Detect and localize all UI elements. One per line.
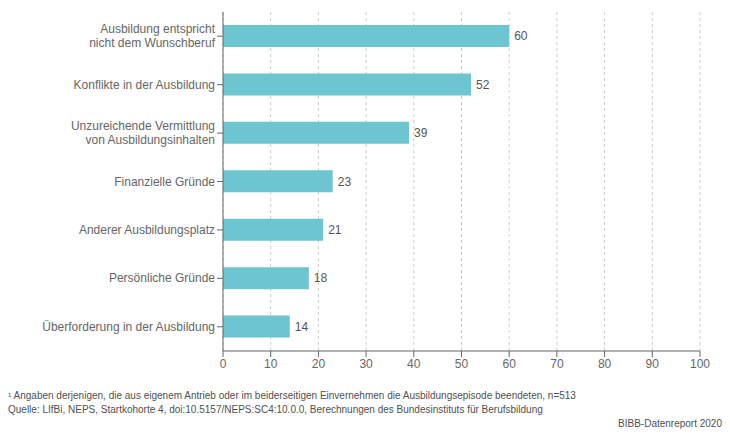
svg-text:30: 30 <box>359 357 373 371</box>
svg-text:70: 70 <box>550 357 564 371</box>
svg-text:14: 14 <box>295 320 309 334</box>
svg-text:50: 50 <box>455 357 469 371</box>
svg-text:Finanzielle Gründe: Finanzielle Gründe <box>114 175 215 189</box>
svg-text:40: 40 <box>407 357 421 371</box>
svg-text:0: 0 <box>220 357 227 371</box>
svg-text:18: 18 <box>314 271 328 285</box>
svg-text:52: 52 <box>476 78 490 92</box>
svg-text:Ausbildung entsprichtnicht dem: Ausbildung entsprichtnicht dem Wunschber… <box>89 22 216 50</box>
svg-text:10: 10 <box>264 357 278 371</box>
svg-text:23: 23 <box>338 175 352 189</box>
svg-text:60: 60 <box>503 357 517 371</box>
svg-text:80: 80 <box>598 357 612 371</box>
svg-text:Überforderung in der Ausbildun: Überforderung in der Ausbildung <box>42 320 215 334</box>
html-text:BIBB-Datenreport 2020: BIBB-Datenreport 2020 <box>618 418 722 429</box>
svg-text:21: 21 <box>328 223 342 237</box>
html-text:Quelle: LIfBi, NEPS, Startkoho: Quelle: LIfBi, NEPS, Startkohorte 4, doi… <box>8 404 543 415</box>
svg-text:39: 39 <box>414 126 428 140</box>
svg-text:Konflikte in der Ausbildung: Konflikte in der Ausbildung <box>74 78 215 92</box>
html-text:¹ Angaben derjenigen, die aus: ¹ Angaben derjenigen, die aus eigenem An… <box>8 390 576 401</box>
svg-text:100: 100 <box>690 357 710 371</box>
svg-text:20: 20 <box>312 357 326 371</box>
svg-text:Anderer Ausbildungsplatz: Anderer Ausbildungsplatz <box>79 223 215 237</box>
svg-text:90: 90 <box>646 357 660 371</box>
svg-text:60: 60 <box>514 29 528 43</box>
svg-text:Persönliche Gründe: Persönliche Gründe <box>109 271 215 285</box>
svg-text:Unzureichende Vermittlungvon A: Unzureichende Vermittlungvon Ausbildungs… <box>71 119 215 147</box>
